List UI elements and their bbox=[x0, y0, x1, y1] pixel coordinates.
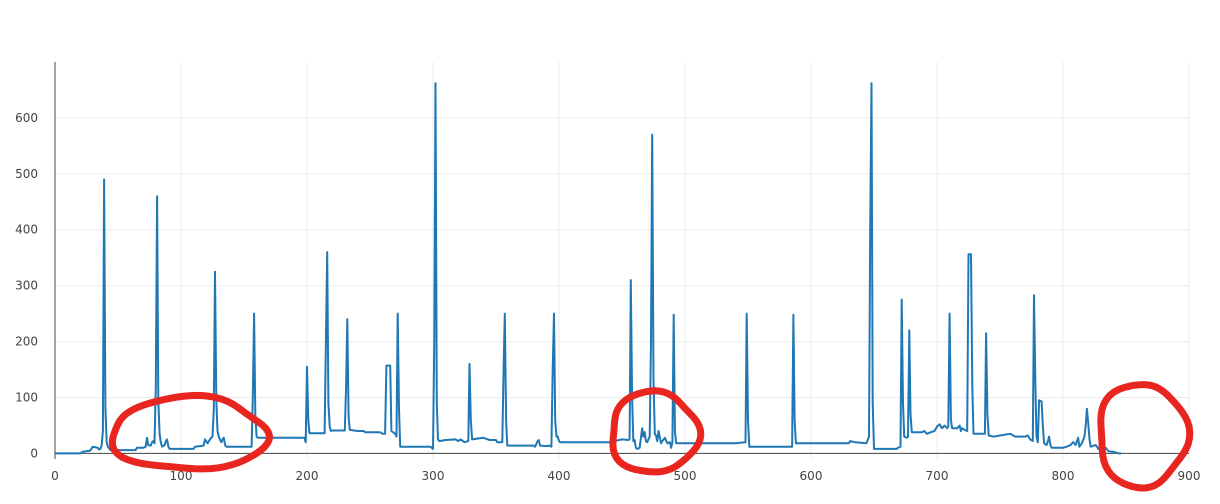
x-tick-label: 600 bbox=[800, 469, 823, 483]
chart-annotations bbox=[108, 381, 1194, 492]
y-axis-ticks: 0 100 200 300 400 500 600 bbox=[15, 111, 38, 460]
x-tick-label: 0 bbox=[51, 469, 59, 483]
x-tick-label: 100 bbox=[170, 469, 193, 483]
series-line-signal bbox=[55, 82, 1121, 455]
y-tick-label: 100 bbox=[15, 390, 38, 404]
x-tick-label: 300 bbox=[422, 469, 445, 483]
y-tick-label: 400 bbox=[15, 223, 38, 237]
chart-axes bbox=[54, 62, 1189, 459]
x-tick-label: 700 bbox=[926, 469, 949, 483]
x-tick-label: 900 bbox=[1178, 469, 1201, 483]
y-tick-label: 600 bbox=[15, 111, 38, 125]
y-tick-label: 200 bbox=[15, 335, 38, 349]
annotation-circle-1 bbox=[108, 391, 273, 473]
y-tick-label: 500 bbox=[15, 167, 38, 181]
y-tick-label: 0 bbox=[30, 446, 38, 460]
annotation-circle-3 bbox=[1097, 381, 1194, 492]
x-tick-label: 200 bbox=[296, 469, 319, 483]
x-tick-label: 800 bbox=[1052, 469, 1075, 483]
y-tick-label: 300 bbox=[15, 279, 38, 293]
annotation-circle-2 bbox=[609, 387, 705, 476]
x-tick-label: 400 bbox=[548, 469, 571, 483]
x-axis-ticks: 0 100 200 300 400 500 600 700 800 900 bbox=[51, 469, 1200, 483]
chart-series bbox=[55, 82, 1121, 455]
x-tick-label: 500 bbox=[674, 469, 697, 483]
